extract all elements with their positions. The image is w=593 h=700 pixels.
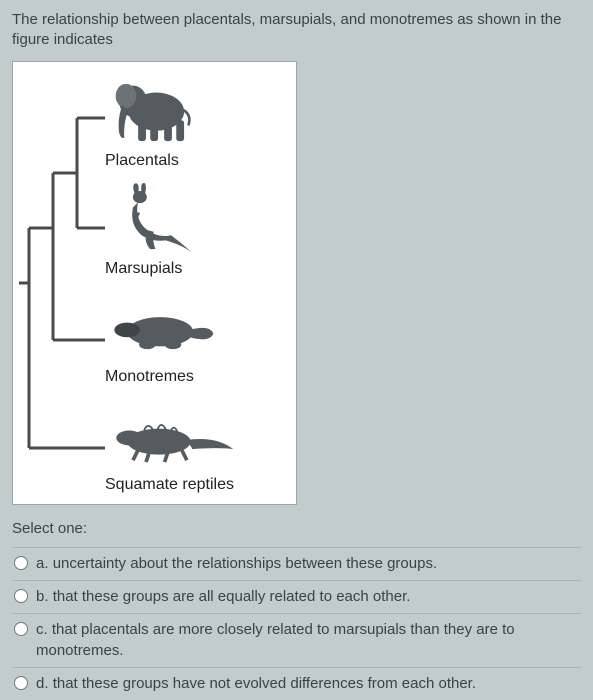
phylogeny-figure: Placentals: [12, 61, 297, 505]
taxon-marsupials: Marsupials: [105, 176, 296, 284]
taxon-label: Placentals: [105, 148, 296, 172]
option-body: that these groups are all equally relate…: [53, 588, 411, 605]
option-letter: d.: [36, 675, 49, 692]
option-body: uncertainty about the relationships betw…: [53, 555, 437, 572]
tree-row: Placentals: [19, 68, 296, 498]
option-text: a. uncertainty about the relationships b…: [36, 554, 579, 574]
elephant-icon: [105, 68, 296, 148]
taxon-label: Marsupials: [105, 256, 296, 280]
option-text: c. that placentals are more closely rela…: [36, 620, 579, 661]
option-text: b. that these groups are all equally rel…: [36, 587, 579, 607]
option-body: that these groups have not evolved diffe…: [53, 675, 476, 692]
kangaroo-icon: [105, 176, 296, 256]
option-body: that placentals are more closely related…: [36, 621, 515, 658]
taxa-column: Placentals: [105, 68, 296, 498]
options-list: a. uncertainty about the relationships b…: [12, 547, 581, 700]
taxon-monotremes: Monotremes: [105, 284, 296, 392]
cladogram-lines: [19, 68, 105, 498]
select-one-label: Select one:: [12, 519, 581, 539]
taxon-placentals: Placentals: [105, 68, 296, 176]
lizard-icon: [105, 392, 296, 472]
option-letter: a.: [36, 555, 49, 572]
taxon-label: Squamate reptiles: [105, 472, 296, 496]
taxon-squamates: Squamate reptiles: [105, 392, 296, 498]
option-b-radio[interactable]: [14, 589, 28, 603]
taxon-label: Monotremes: [105, 364, 296, 388]
option-a[interactable]: a. uncertainty about the relationships b…: [12, 547, 581, 580]
question-stem: The relationship between placentals, mar…: [12, 10, 581, 51]
option-text: d. that these groups have not evolved di…: [36, 674, 579, 694]
option-d[interactable]: d. that these groups have not evolved di…: [12, 667, 581, 700]
option-c[interactable]: c. that placentals are more closely rela…: [12, 613, 581, 667]
option-a-radio[interactable]: [14, 556, 28, 570]
option-c-radio[interactable]: [14, 622, 28, 636]
platypus-icon: [105, 284, 296, 364]
option-d-radio[interactable]: [14, 676, 28, 690]
option-letter: b.: [36, 588, 49, 605]
option-letter: c.: [36, 621, 48, 638]
option-b[interactable]: b. that these groups are all equally rel…: [12, 580, 581, 613]
question-page: The relationship between placentals, mar…: [0, 0, 593, 700]
